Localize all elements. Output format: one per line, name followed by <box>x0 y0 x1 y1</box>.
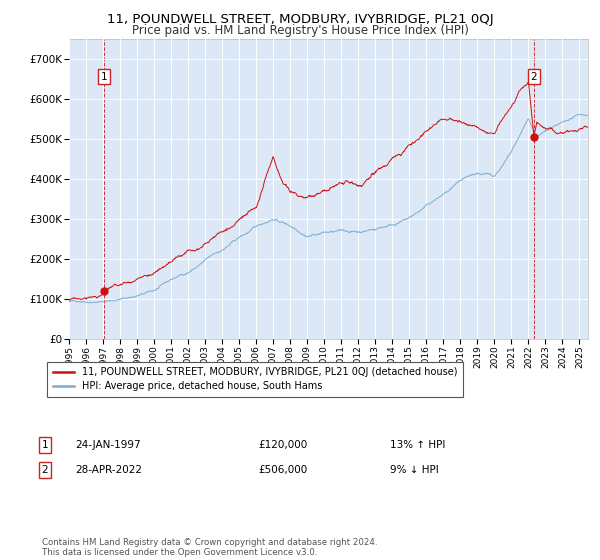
Text: £506,000: £506,000 <box>258 465 307 475</box>
Text: 11, POUNDWELL STREET, MODBURY, IVYBRIDGE, PL21 0QJ: 11, POUNDWELL STREET, MODBURY, IVYBRIDGE… <box>107 13 493 26</box>
Text: 1: 1 <box>101 72 107 82</box>
Text: Contains HM Land Registry data © Crown copyright and database right 2024.
This d: Contains HM Land Registry data © Crown c… <box>42 538 377 557</box>
Text: 13% ↑ HPI: 13% ↑ HPI <box>390 440 445 450</box>
Text: 2: 2 <box>41 465 49 475</box>
Text: 2: 2 <box>530 72 537 82</box>
Text: 28-APR-2022: 28-APR-2022 <box>75 465 142 475</box>
Text: Price paid vs. HM Land Registry's House Price Index (HPI): Price paid vs. HM Land Registry's House … <box>131 24 469 37</box>
Text: 1: 1 <box>41 440 49 450</box>
Text: 9% ↓ HPI: 9% ↓ HPI <box>390 465 439 475</box>
Text: £120,000: £120,000 <box>258 440 307 450</box>
Text: 24-JAN-1997: 24-JAN-1997 <box>75 440 140 450</box>
Legend: 11, POUNDWELL STREET, MODBURY, IVYBRIDGE, PL21 0QJ (detached house), HPI: Averag: 11, POUNDWELL STREET, MODBURY, IVYBRIDGE… <box>47 362 463 397</box>
